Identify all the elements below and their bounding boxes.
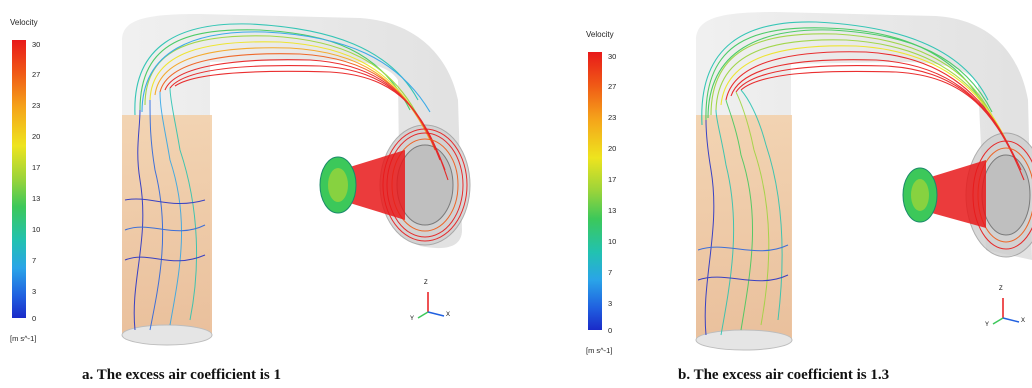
tick-label: 7 xyxy=(608,268,613,277)
streamline-scene-b xyxy=(695,12,1032,351)
caption-a: a. The excess air coefficient is 1 xyxy=(82,367,281,383)
tick-label: 17 xyxy=(608,175,617,184)
tick-label: 7 xyxy=(32,256,37,265)
colorbar-a xyxy=(12,40,26,318)
axis-label-y: Y xyxy=(985,322,990,328)
colorbar-b xyxy=(588,52,602,330)
streamlines-upper xyxy=(134,23,449,181)
tick-label: 20 xyxy=(32,132,41,141)
streamlines-upper xyxy=(701,21,1025,181)
column-bottom xyxy=(121,324,213,346)
nozzle xyxy=(921,160,986,228)
axis-triad-a xyxy=(417,292,445,319)
tick-label: 23 xyxy=(32,101,41,110)
tick-label: 3 xyxy=(608,299,613,308)
ring-inner xyxy=(981,154,1031,236)
legend-title-b: Velocity xyxy=(586,30,614,39)
tick-label: 10 xyxy=(32,225,41,234)
tick-label: 13 xyxy=(608,206,617,215)
axis-triad-b xyxy=(992,298,1020,325)
ring-inner xyxy=(396,144,454,226)
column-body xyxy=(122,115,212,335)
tick-label: 13 xyxy=(32,194,41,203)
axis-label-z: Z xyxy=(999,286,1003,292)
axis-label-z: Z xyxy=(424,280,428,286)
tick-label: 30 xyxy=(608,52,617,61)
tick-label: 10 xyxy=(608,237,617,246)
panel-b: Velocity 30 27 23 20 17 13 10 7 3 0 [m s… xyxy=(516,0,1032,388)
velocity-legend-a: Velocity 30 27 23 20 17 13 10 7 3 0 [m s… xyxy=(0,0,60,350)
tick-label: 20 xyxy=(608,144,617,153)
tick-label: 0 xyxy=(608,326,613,335)
legend-title-a: Velocity xyxy=(10,18,38,27)
column-body xyxy=(696,115,792,340)
streamlines-column xyxy=(697,89,789,336)
caption-b: b. The excess air coefficient is 1.3 xyxy=(678,367,890,383)
tick-label: 0 xyxy=(32,314,37,323)
tick-label: 23 xyxy=(608,113,617,122)
tick-label: 17 xyxy=(32,163,41,172)
tick-label: 27 xyxy=(32,70,41,79)
panel-a: Velocity 30 27 23 20 17 13 10 7 3 0 [m s… xyxy=(0,0,471,383)
axis-label-x: X xyxy=(1021,318,1026,324)
axis-label-y: Y xyxy=(410,316,415,322)
tick-label: 3 xyxy=(32,287,37,296)
axis-label-x: X xyxy=(446,312,451,318)
column-bottom xyxy=(695,329,793,351)
nozzle xyxy=(340,150,405,220)
streamlines-column xyxy=(124,87,206,331)
streamline-scene-a xyxy=(121,14,471,346)
legend-unit-b: [m s^-1] xyxy=(586,346,613,355)
tick-label: 30 xyxy=(32,40,41,49)
legend-unit-a: [m s^-1] xyxy=(10,334,37,343)
velocity-legend-b: Velocity 30 27 23 20 17 13 10 7 3 0 [m s… xyxy=(580,0,640,360)
tick-label: 27 xyxy=(608,82,617,91)
